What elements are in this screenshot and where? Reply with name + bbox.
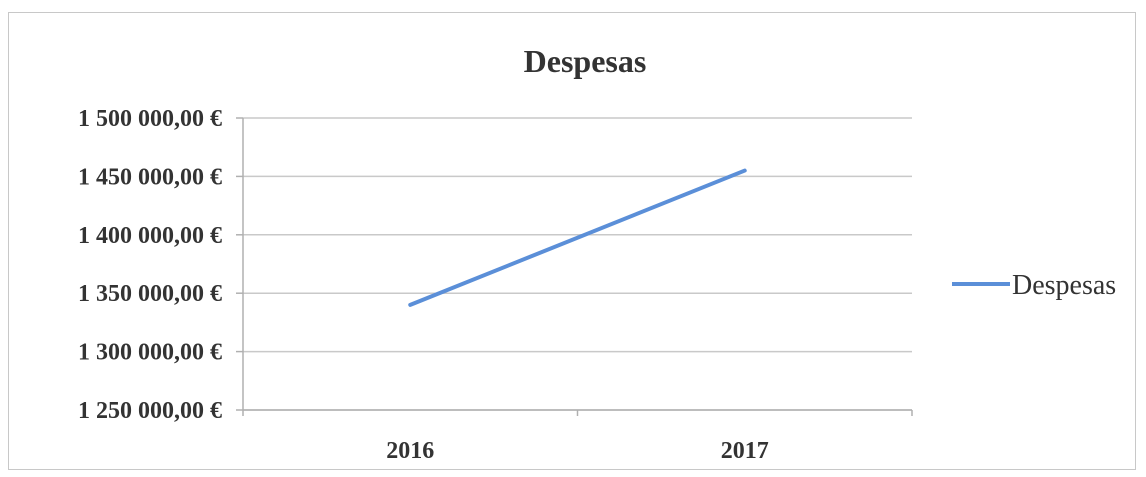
axes <box>242 118 913 416</box>
y-tick-label: 1 500 000,00 € <box>78 106 222 132</box>
y-tick-label: 1 300 000,00 € <box>78 340 222 366</box>
chart-title: Despesas <box>524 43 647 79</box>
series-lines <box>408 168 747 307</box>
y-tick-labels: 1 250 000,00 € 1 300 000,00 € 1 350 000,00… <box>78 106 222 424</box>
x-tick-label: 2016 <box>386 438 434 464</box>
legend: Despesas <box>952 270 1116 301</box>
legend-label-despesas: Despesas <box>1012 270 1116 301</box>
x-tick-labels: 2016 2017 <box>386 438 769 464</box>
y-tick-label: 1 450 000,00 € <box>78 164 222 190</box>
grid-lines <box>236 117 912 411</box>
x-tick-label: 2017 <box>721 438 769 464</box>
series-line-despesas <box>408 168 747 307</box>
y-tick-label: 1 400 000,00 € <box>78 223 222 249</box>
y-tick-label: 1 350 000,00 € <box>78 281 222 307</box>
y-tick-label: 1 250 000,00 € <box>78 398 222 424</box>
